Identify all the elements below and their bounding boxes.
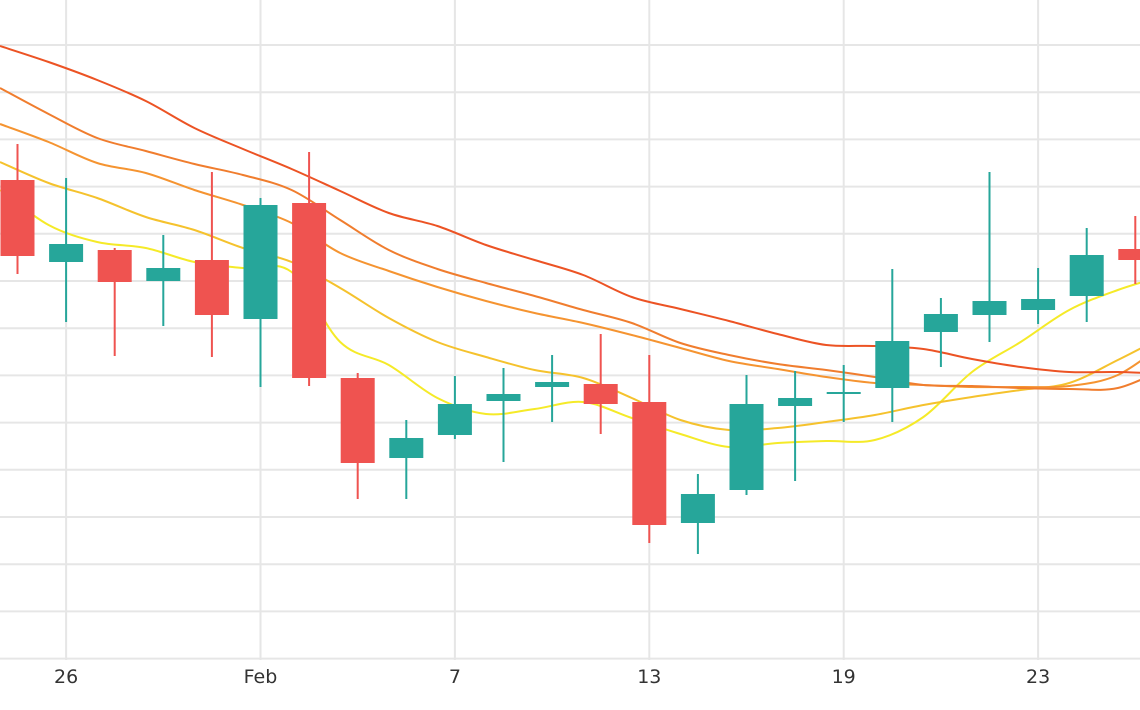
candle xyxy=(875,269,910,422)
candle xyxy=(826,365,861,422)
candle-body xyxy=(0,180,35,256)
moving-average-line-5 xyxy=(0,45,1140,374)
candle-body xyxy=(729,404,764,490)
candle-body xyxy=(826,392,861,394)
candle-body xyxy=(292,203,327,378)
candle xyxy=(1118,216,1140,284)
grid xyxy=(0,0,1140,660)
candle xyxy=(437,376,472,439)
candle-body xyxy=(146,268,181,281)
candle-body xyxy=(1021,299,1056,310)
candle xyxy=(49,178,84,322)
candle xyxy=(146,235,181,326)
candle xyxy=(97,248,132,356)
candle xyxy=(972,172,1007,342)
x-tick-label: 26 xyxy=(54,666,78,688)
candle xyxy=(729,375,764,495)
moving-averages xyxy=(0,45,1140,449)
candle xyxy=(535,355,570,422)
x-tick-label: 19 xyxy=(832,666,856,688)
candle-body xyxy=(486,394,521,401)
moving-average-line-1 xyxy=(0,189,1140,449)
candle xyxy=(486,368,521,462)
candle-body xyxy=(1118,249,1140,260)
candle-body xyxy=(583,384,618,404)
candle-body xyxy=(875,341,910,388)
candle xyxy=(778,371,813,481)
candle-body xyxy=(778,398,813,406)
candle xyxy=(1069,228,1104,322)
moving-average-line-4 xyxy=(0,87,1140,391)
x-tick-label: 23 xyxy=(1026,666,1050,688)
candle xyxy=(340,373,375,499)
candle xyxy=(923,298,958,367)
candle xyxy=(632,355,667,543)
candles xyxy=(0,144,1140,554)
candle-body xyxy=(437,404,472,435)
candle-body xyxy=(972,301,1007,315)
x-axis: 26 Feb 7 13 19 23 xyxy=(54,666,1050,688)
candle xyxy=(583,334,618,434)
candle xyxy=(389,420,424,499)
candle xyxy=(1021,268,1056,324)
moving-average-line-2 xyxy=(0,161,1140,432)
candle-body xyxy=(97,250,132,282)
candle-body xyxy=(923,314,958,332)
candle-body xyxy=(632,402,667,525)
candle-body xyxy=(680,494,715,523)
candle xyxy=(243,198,278,387)
candle xyxy=(0,144,35,274)
x-tick-label: 13 xyxy=(637,666,661,688)
candle-body xyxy=(194,260,229,315)
candle-body xyxy=(340,378,375,463)
candle-body xyxy=(49,244,84,262)
candle-body xyxy=(389,438,424,458)
candle-body xyxy=(1069,255,1104,296)
candle xyxy=(194,172,229,357)
candle xyxy=(292,152,327,386)
candle-body xyxy=(243,205,278,319)
candle-body xyxy=(535,382,570,387)
candle xyxy=(680,474,715,554)
x-tick-label: Feb xyxy=(244,666,278,688)
x-tick-label: 7 xyxy=(449,666,461,688)
